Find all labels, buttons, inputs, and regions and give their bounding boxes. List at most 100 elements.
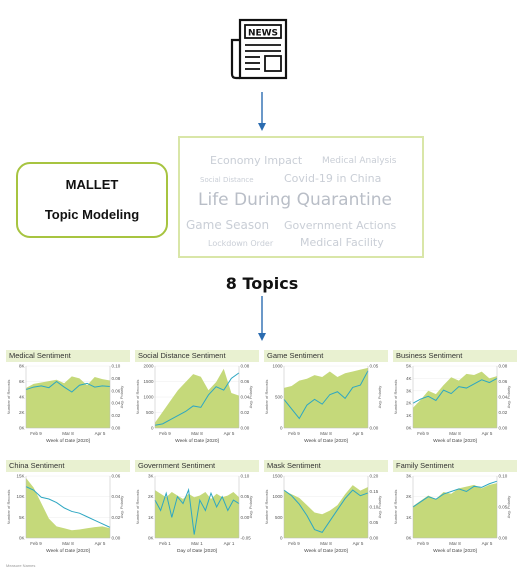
chart-title: Government Sentiment (135, 460, 259, 472)
y-right-tick-label: 0.04 (241, 395, 250, 400)
records-area (284, 485, 368, 538)
y-tick-label: 1K (406, 413, 412, 418)
x-axis-label: Week of Date [2020] (46, 548, 90, 554)
y-tick-label: 2K (19, 410, 25, 415)
chart-svg: 0K 5K 10K 15K 0.00 0.02 0.04 0.06 Feb 9 Mar 8 Apr … (6, 474, 124, 555)
chart-svg: 0 500 1000 0.00 0.05 Feb 9 Mar 8 Apr 5 Week of D… (264, 364, 382, 445)
y-right-tick-label: 0.04 (499, 395, 508, 400)
topics-count-label: 8 Topics (225, 274, 299, 293)
y-tick-label: 1K (148, 515, 154, 520)
y-right-tick-label: 0.02 (241, 410, 250, 415)
x-tick-label: Feb 9 (30, 541, 42, 546)
y-axis-title: Number of Records (393, 380, 398, 415)
chart-panel: Social Distance Sentiment 0 500 1000 1500 200… (135, 350, 259, 454)
word-economy-impact: Economy Impact (210, 154, 303, 167)
y-tick-label: 2000 (143, 364, 154, 369)
chart-title: Business Sentiment (393, 350, 517, 362)
y-tick-label: 0K (19, 426, 25, 431)
y-tick-label: 5K (406, 364, 412, 369)
mallet-topic-modeling-box: MALLET Topic Modeling (16, 162, 168, 238)
y-right-tick-label: 0.00 (499, 426, 508, 431)
y-right-axis-title: Avg. Polarity (506, 496, 511, 518)
y-right-tick-label: 0.06 (499, 379, 508, 384)
y-right-tick-label: 0.20 (370, 474, 379, 479)
chart-title: Family Sentiment (393, 460, 517, 472)
y-tick-label: 4K (19, 395, 25, 400)
records-area (155, 368, 239, 428)
y-tick-label: 1000 (272, 364, 283, 369)
y-axis-title: Number of Records (393, 490, 398, 525)
x-axis-label: Week of Date [2020] (433, 438, 477, 444)
y-right-tick-label: -0.05 (241, 536, 252, 541)
word-game-season: Game Season (186, 218, 270, 232)
mallet-label: MALLET (65, 177, 119, 192)
newspaper-icon: NEWS (226, 16, 296, 86)
y-right-tick-label: 0.08 (241, 364, 250, 369)
y-right-axis-title: Avg. Polarity (248, 386, 253, 408)
y-axis-title: Number of Records (264, 490, 269, 525)
y-right-tick-label: 0.02 (112, 515, 121, 520)
records-area (413, 371, 497, 428)
x-tick-label: Mar 8 (62, 541, 74, 546)
x-tick-label: Mar 1 (191, 541, 203, 546)
y-tick-label: 0 (280, 426, 283, 431)
y-tick-label: 0 (280, 536, 283, 541)
x-tick-label: Apr 5 (482, 541, 493, 546)
x-tick-label: Apr 5 (95, 541, 106, 546)
topic-sentiment-charts: Medical Sentiment 0K 2K 4K 6K 8K 0.00 0.02 0.04 0… (6, 350, 518, 560)
y-right-tick-label: 0.05 (499, 505, 508, 510)
chart-panel: China Sentiment 0K 5K 10K 15K 0.00 0.02 0.04 0.0… (6, 460, 130, 564)
y-tick-label: 2K (406, 494, 412, 499)
records-area (284, 367, 368, 428)
y-right-tick-label: 0.02 (499, 410, 508, 415)
x-axis-label: Week of Date [2020] (433, 548, 477, 554)
y-axis-title: Number of Records (6, 380, 11, 415)
polarity-line (25, 380, 111, 393)
news-icon-label: NEWS (248, 29, 278, 39)
word-medical-analysis: Medical Analysis (322, 156, 397, 166)
x-tick-label: Feb 9 (417, 431, 429, 436)
x-tick-label: Feb 9 (288, 541, 300, 546)
x-tick-label: Apr 5 (224, 431, 235, 436)
chart-title: Medical Sentiment (6, 350, 130, 362)
x-tick-label: Feb 1 (159, 541, 171, 546)
chart-svg: 0K 2K 4K 6K 8K 0.00 0.02 0.04 0.06 0.08 0.10 Feb 9 M… (6, 364, 124, 445)
chart-panel: Family Sentiment 0K 1K 2K 3K 0.00 0.05 0.10 Feb … (393, 460, 517, 564)
chart-title: Game Sentiment (264, 350, 388, 362)
x-tick-label: Apr 5 (95, 431, 106, 436)
x-tick-label: Feb 9 (159, 431, 171, 436)
y-right-tick-label: 0.05 (370, 520, 379, 525)
y-right-tick-label: 0.00 (112, 536, 121, 541)
y-tick-label: 4K (406, 376, 412, 381)
y-tick-label: 0K (406, 536, 412, 541)
x-axis-label: Week of Date [2020] (304, 438, 348, 444)
y-right-tick-label: 0.04 (112, 401, 121, 406)
y-tick-label: 500 (275, 395, 283, 400)
polarity-line (154, 372, 240, 426)
polarity-line (154, 487, 240, 535)
x-tick-label: Mar 8 (191, 431, 203, 436)
y-tick-label: 0K (406, 426, 412, 431)
y-right-tick-label: 0.00 (241, 426, 250, 431)
word-social-distance: Social Distance (200, 176, 254, 184)
y-right-tick-label: 0.06 (112, 474, 121, 479)
y-right-tick-label: 0.08 (112, 376, 121, 381)
y-tick-label: 1000 (272, 494, 283, 499)
y-tick-label: 8K (19, 364, 25, 369)
y-right-tick-label: 0.00 (370, 536, 379, 541)
x-tick-label: Apr 1 (224, 541, 235, 546)
chart-panel: Business Sentiment 0K 1K 2K 3K 4K 5K 0.00 0.02 0.… (393, 350, 517, 454)
chart-title: Mask Sentiment (264, 460, 388, 472)
y-tick-label: 6K (19, 379, 25, 384)
x-tick-label: Apr 5 (482, 431, 493, 436)
chart-panel: Game Sentiment 0 500 1000 0.00 0.05 Feb 9 Mar 8… (264, 350, 388, 454)
y-tick-label: 0 (151, 426, 154, 431)
y-tick-label: 1500 (272, 474, 283, 479)
y-tick-label: 15K (16, 474, 24, 479)
word-medical-facility: Medical Facility (300, 236, 384, 249)
y-right-tick-label: 0.08 (499, 364, 508, 369)
chart-title: Social Distance Sentiment (135, 350, 259, 362)
x-axis-label: Week of Date [2020] (175, 438, 219, 444)
y-tick-label: 5K (19, 515, 25, 520)
y-tick-label: 500 (146, 410, 154, 415)
